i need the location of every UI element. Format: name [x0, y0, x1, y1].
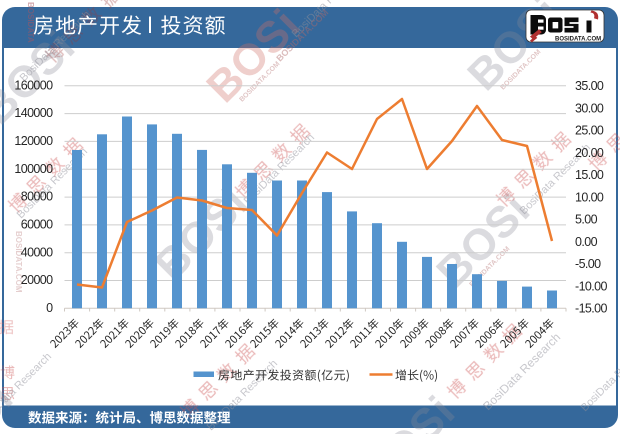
svg-text:5.00: 5.00	[575, 213, 598, 227]
svg-text:40000: 40000	[21, 245, 53, 259]
svg-text:-10.00: -10.00	[575, 279, 607, 293]
svg-text:35.00: 35.00	[575, 79, 604, 93]
svg-text:0: 0	[46, 301, 53, 315]
svg-text:20000: 20000	[21, 273, 53, 287]
svg-text:160000: 160000	[14, 78, 53, 92]
svg-text:30.00: 30.00	[575, 102, 604, 116]
svg-text:BOSIDATA.COM: BOSIDATA.COM	[555, 36, 601, 42]
svg-text:80000: 80000	[21, 190, 53, 204]
svg-text:-5.00: -5.00	[575, 257, 601, 271]
svg-text:25.00: 25.00	[575, 124, 604, 138]
svg-text:-15.00: -15.00	[575, 302, 607, 316]
svg-text:140000: 140000	[14, 106, 53, 120]
svg-text:BOSIDATA: BOSIDATA	[26, 2, 35, 43]
svg-text:BOSIDATA.COM: BOSIDATA.COM	[14, 231, 23, 293]
svg-text:20.00: 20.00	[575, 146, 604, 160]
svg-text:10.00: 10.00	[575, 191, 604, 205]
svg-text:60000: 60000	[21, 218, 53, 232]
svg-text:0.00: 0.00	[575, 235, 598, 249]
svg-text:15.00: 15.00	[575, 168, 604, 182]
svg-text:120000: 120000	[14, 134, 53, 148]
svg-text:100000: 100000	[14, 162, 53, 176]
